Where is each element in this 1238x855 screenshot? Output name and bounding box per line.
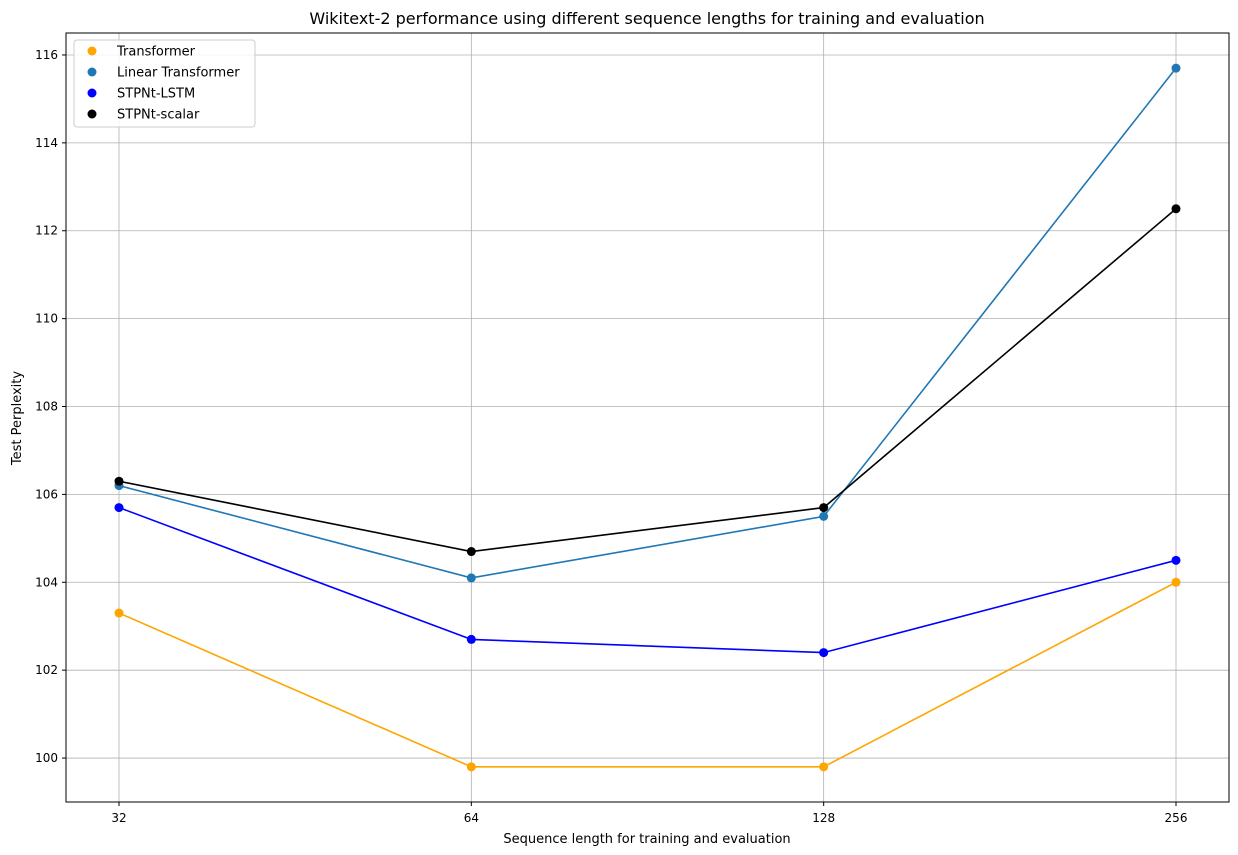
y-tick-label: 100 [35, 751, 58, 765]
series-group [114, 63, 1181, 772]
x-tick-label: 32 [111, 811, 126, 825]
data-point-stpnt-scalar [1171, 204, 1181, 214]
legend-marker [87, 67, 97, 77]
data-point-transformer [1171, 577, 1181, 587]
data-point-transformer [466, 762, 476, 772]
data-point-stpnt-scalar [114, 476, 124, 486]
x-tick-label: 64 [464, 811, 479, 825]
legend-marker [87, 88, 97, 98]
legend-label: Linear Transformer [117, 66, 240, 81]
y-tick-label: 116 [35, 48, 58, 62]
y-tick-label: 114 [35, 136, 58, 150]
data-point-linear-transformer [466, 573, 476, 583]
data-point-transformer [819, 762, 829, 772]
data-point-transformer [114, 608, 124, 618]
data-point-linear-transformer [1171, 63, 1181, 73]
legend-label: STPNt-LSTM [117, 87, 195, 102]
y-tick-label: 106 [35, 487, 58, 501]
series-stpnt-scalar [114, 204, 1181, 557]
data-point-stpnt-scalar [466, 547, 476, 557]
x-axis-label: Sequence length for training and evaluat… [503, 832, 790, 847]
data-point-stpnt-lstm [466, 634, 476, 644]
series-line-stpnt-scalar [118, 208, 1177, 553]
y-tick-label: 102 [35, 663, 58, 677]
legend: Transformer Linear Transformer STPNt-LSTM S… [73, 39, 256, 128]
data-point-stpnt-lstm [114, 503, 124, 513]
data-point-linear-transformer [819, 511, 829, 521]
data-point-stpnt-lstm [819, 648, 829, 658]
x-tick-label: 128 [812, 811, 835, 825]
legend-item: STPNt-scalar [87, 108, 200, 123]
legend-item: Linear Transformer [87, 66, 240, 81]
data-point-stpnt-scalar [819, 503, 829, 513]
plot-frame [65, 32, 1230, 803]
series-line-linear-transformer [118, 67, 1177, 579]
series-line-stpnt-lstm [118, 506, 1177, 654]
y-tick-label: 112 [35, 224, 58, 238]
chart-title: Wikitext-2 performance using different s… [309, 9, 984, 28]
legend-label: Transformer [116, 45, 196, 60]
y-tick-label: 110 [35, 312, 58, 326]
legend-marker [87, 109, 97, 119]
legend-item: Transformer [87, 45, 196, 60]
grid-lines [66, 33, 1229, 802]
legend-label: STPNt-scalar [117, 108, 200, 123]
x-tick-label: 256 [1165, 811, 1188, 825]
axis-ticks: 32 64 128 256 100 102 104 106 108 110 112 114 116 [35, 48, 1187, 825]
legend-box [73, 39, 256, 128]
y-tick-label: 108 [35, 400, 58, 414]
legend-item: STPNt-LSTM [87, 87, 195, 102]
y-tick-label: 104 [35, 575, 58, 589]
data-point-stpnt-lstm [1171, 555, 1181, 565]
series-stpnt-lstm [114, 503, 1181, 658]
series-transformer [114, 577, 1181, 772]
series-line-transformer [118, 581, 1177, 768]
y-axis-label: Test Perplexity [10, 371, 25, 466]
legend-marker [87, 46, 97, 56]
series-linear-transformer [114, 63, 1181, 583]
